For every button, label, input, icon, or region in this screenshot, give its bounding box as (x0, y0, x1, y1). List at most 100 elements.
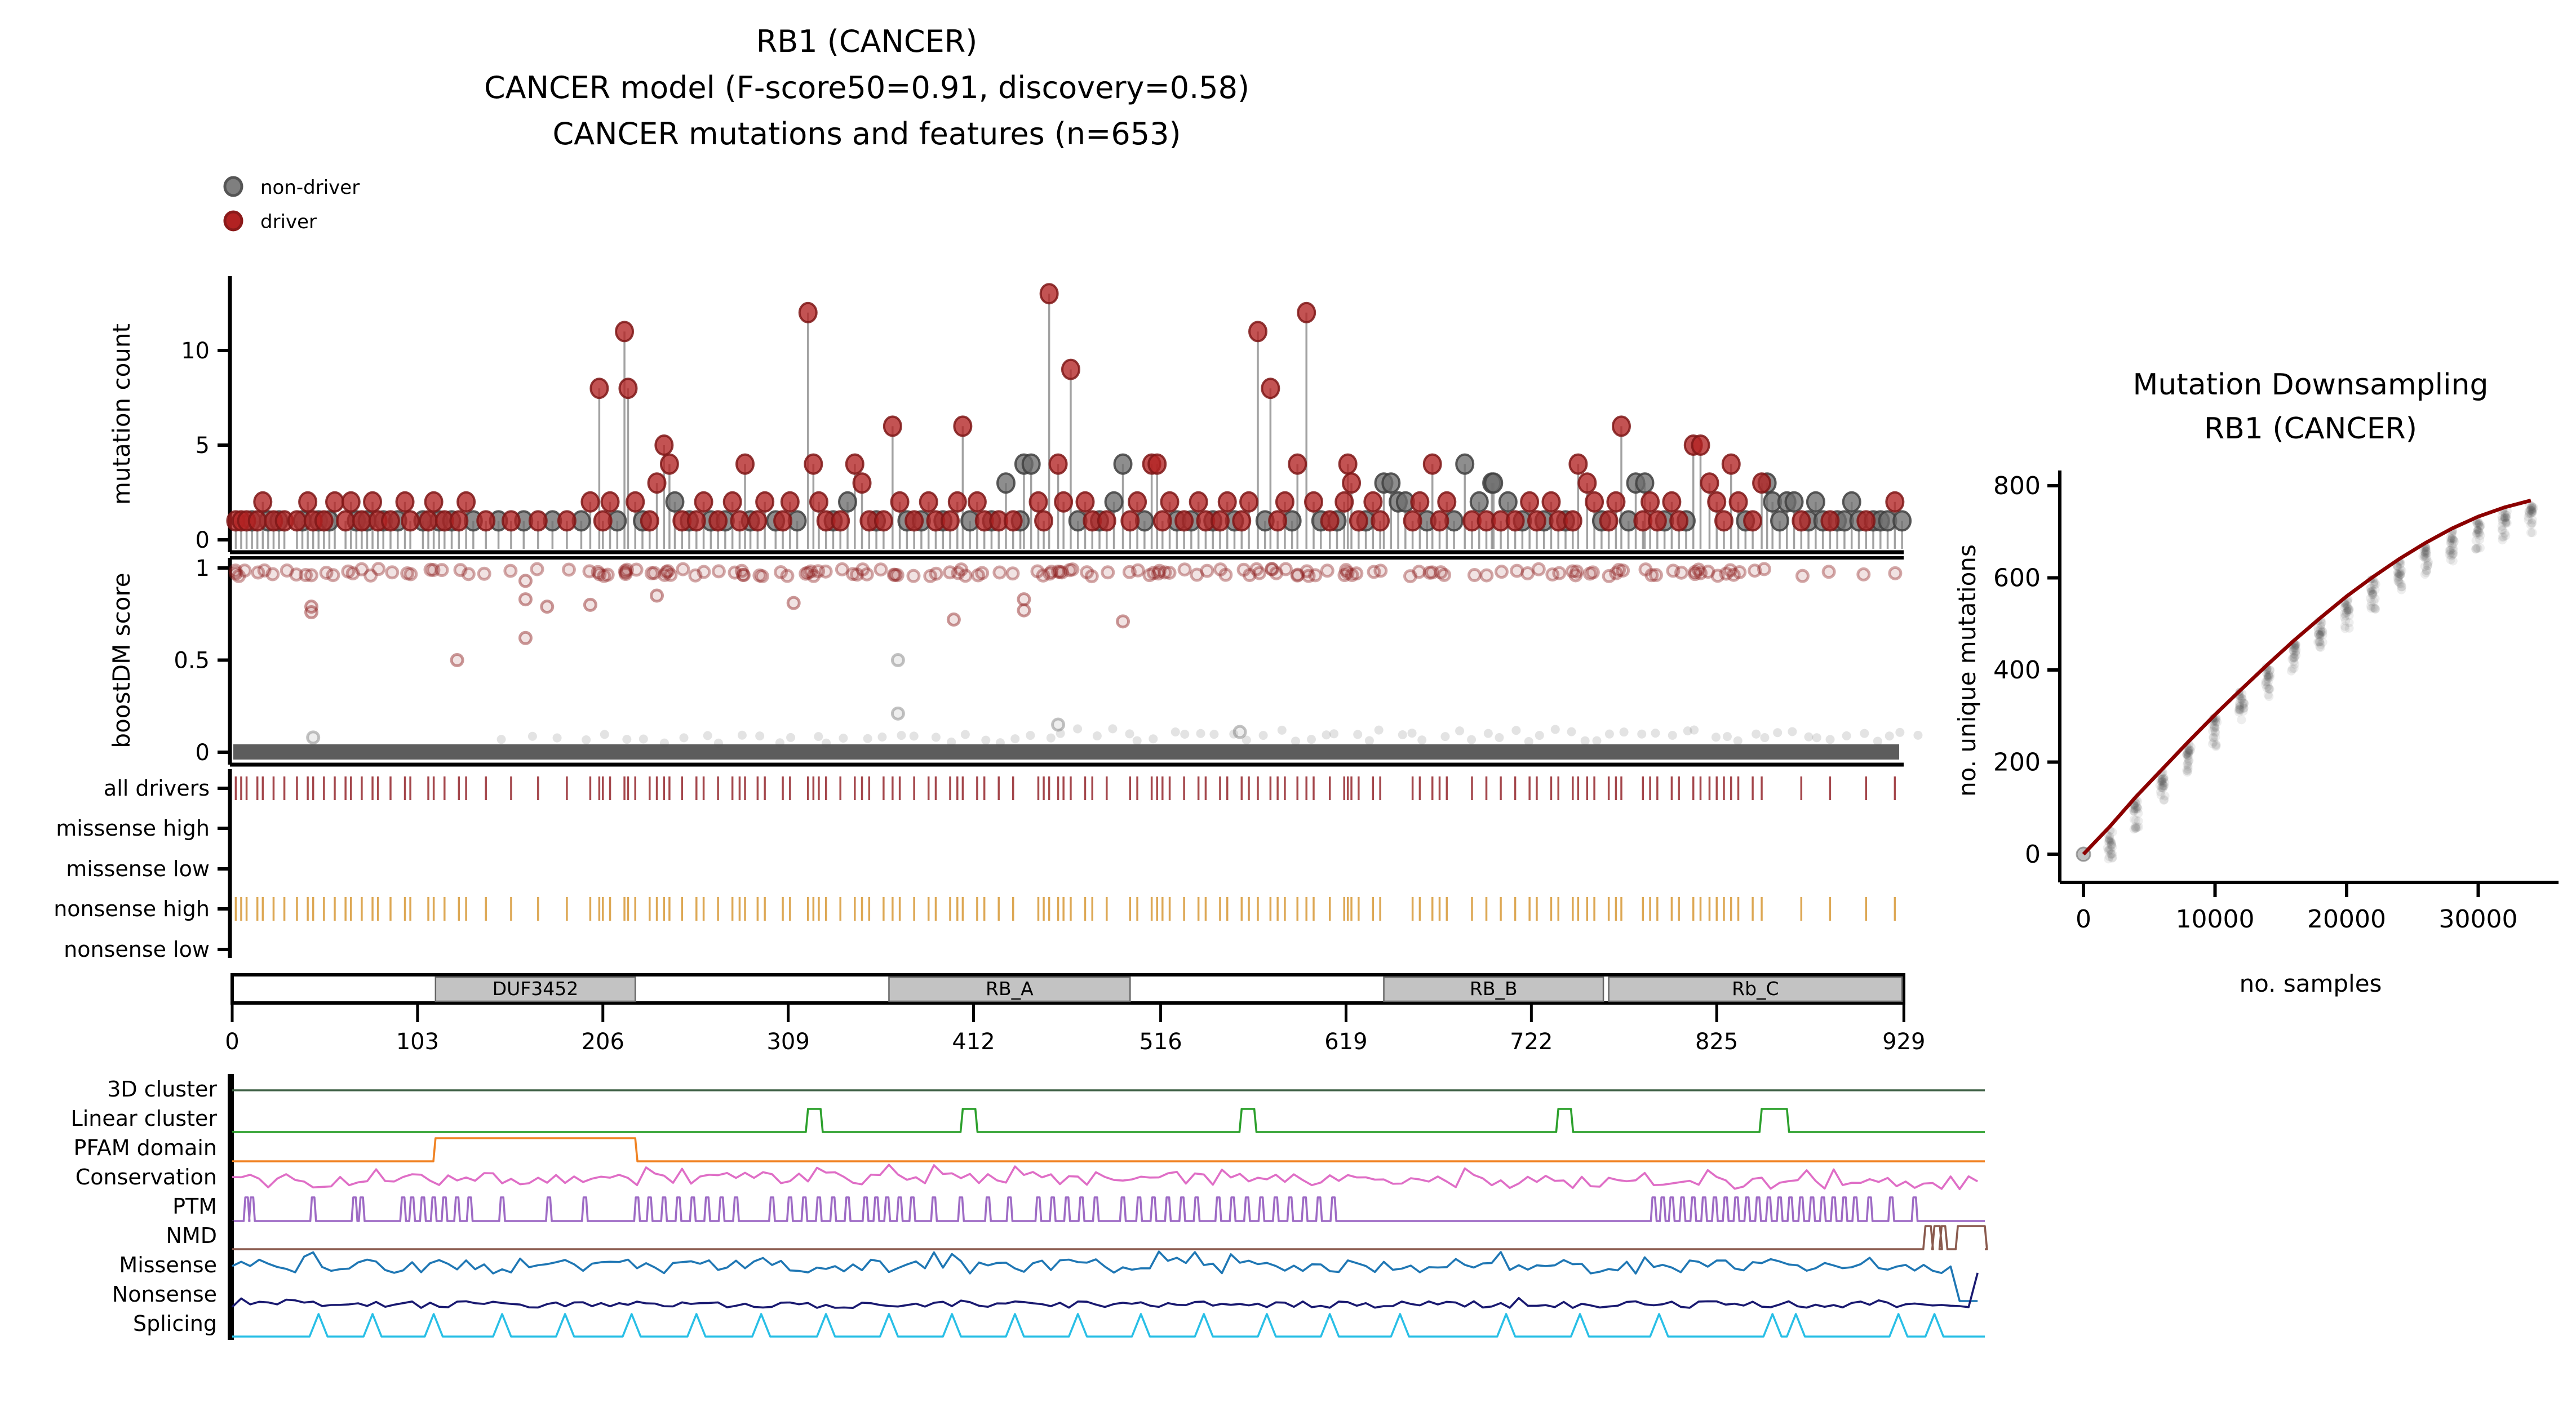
domain-label-DUF3452: DUF3452 (493, 978, 579, 1000)
streak-dot (2289, 653, 2299, 663)
streak-dot (2317, 627, 2327, 636)
nondriver-score-dot (1804, 732, 1814, 742)
streak-dot (2344, 611, 2354, 620)
nondriver-score-dot (713, 738, 723, 748)
streak-dot (2449, 539, 2458, 549)
driver-score-dot (850, 567, 864, 582)
streak-dot (2502, 514, 2511, 522)
streak-dot (2208, 726, 2218, 736)
score-outlier-dot (1017, 603, 1031, 618)
driver-lollipop (1714, 510, 1733, 532)
streak-dot (2501, 531, 2511, 540)
streak-dot (2107, 849, 2116, 859)
streak-dot (2474, 520, 2484, 529)
driver-score-dot (404, 567, 418, 582)
domain-box-DUF3452 (434, 976, 636, 1002)
nondriver-score-dot (659, 738, 669, 748)
driver-score-dot (1688, 565, 1702, 579)
streak-dot (2369, 586, 2377, 594)
streak-dot (2475, 518, 2483, 527)
streak-dot (2108, 849, 2117, 859)
streak-dot (2237, 715, 2246, 725)
streak-dot (2155, 780, 2165, 790)
streak-dot (2134, 804, 2142, 812)
driver-lollipop (1342, 472, 1362, 494)
streak-dot (2262, 677, 2271, 687)
streak-dot (2528, 507, 2537, 516)
nondriver-score-dot (552, 733, 562, 743)
streak-dot (2158, 781, 2167, 791)
driver-score-dot (1122, 565, 1137, 579)
nondriver-score-dot (600, 730, 609, 739)
driver-score-dot (799, 566, 813, 581)
driver-lollipop (1568, 453, 1588, 475)
streak-dot (2475, 527, 2484, 537)
driver-lollipop (1003, 510, 1023, 532)
streak-dot (2473, 526, 2482, 534)
streak-dot (2158, 783, 2168, 792)
streak-dot (2264, 692, 2274, 702)
streak-dot (2264, 684, 2274, 694)
streak-dot (2366, 603, 2376, 613)
right-xtick-label: 0 (2076, 905, 2091, 934)
boostdm-ytick-label: 0.5 (174, 648, 210, 674)
driver-lollipop (831, 510, 850, 532)
streak-dot (2212, 718, 2220, 727)
nondriver-score-dot (679, 733, 689, 743)
streak-dot (2366, 587, 2375, 596)
streak-dot (2528, 503, 2537, 511)
streak-dot (2213, 717, 2222, 727)
streak-dot (2182, 750, 2191, 758)
streak-dot (2395, 579, 2405, 588)
streak-dot (2291, 650, 2301, 660)
streak-dot (2422, 544, 2431, 552)
streak-dot (2367, 588, 2377, 598)
streak-dot (2422, 546, 2431, 556)
driver-score-dot (1236, 562, 1251, 577)
driver-lollipop (287, 510, 307, 532)
streak-dot (2471, 544, 2481, 554)
streak-dot (2291, 646, 2301, 655)
streak-dot (2498, 517, 2507, 527)
driver-lollipop (1054, 491, 1074, 513)
streak-dot (2287, 664, 2297, 674)
streak-dot (2261, 677, 2271, 687)
driver-lollipop (708, 510, 728, 532)
streak-dot (2369, 597, 2379, 606)
streak-dot (2393, 576, 2403, 586)
downsampling-title-line-2: RB1 (CANCER) (2204, 412, 2417, 446)
driver-score-dot (943, 565, 957, 580)
nondriver-lollipop (1104, 491, 1124, 513)
streak-dot (2211, 723, 2220, 732)
nondriver-lollipop (1892, 510, 1912, 532)
driver-score-dot (1422, 565, 1437, 580)
row-label-missense-low: missense low (66, 856, 210, 881)
driver-lollipop (1430, 510, 1449, 532)
driver-score-dot (886, 567, 901, 582)
driver-score-dot (1162, 565, 1177, 580)
streak-dot (2344, 606, 2353, 616)
nondriver-score-dot (1010, 734, 1020, 744)
domain-label-Rb_C: Rb_C (1732, 978, 1779, 1000)
driver-lollipop (735, 453, 755, 475)
driver-lollipop (1189, 491, 1208, 513)
driver-lollipop (1147, 453, 1167, 475)
driver-lollipop (1641, 491, 1660, 513)
driver-score-dot (736, 567, 751, 582)
position-xtick-label: 722 (1510, 1029, 1553, 1055)
streak-dot (2498, 535, 2507, 545)
position-xtick-label: 206 (582, 1029, 624, 1055)
streak-dot (2418, 552, 2428, 561)
boostdm-ytick-label: 1 (196, 556, 210, 582)
streak-dot (2371, 604, 2380, 614)
nondriver-lollipop (1498, 491, 1518, 513)
streak-dot (2449, 535, 2458, 543)
feature-line-nonsense (231, 1272, 1979, 1309)
streak-dot (2395, 570, 2405, 579)
driver-lollipop (1039, 283, 1059, 305)
feature-spine-nonsense (228, 1279, 234, 1311)
streak-dot (2286, 666, 2296, 676)
right-ytick-label: 200 (1993, 748, 2041, 777)
streak-dot (2130, 804, 2140, 813)
driver-lollipop (1856, 510, 1876, 532)
